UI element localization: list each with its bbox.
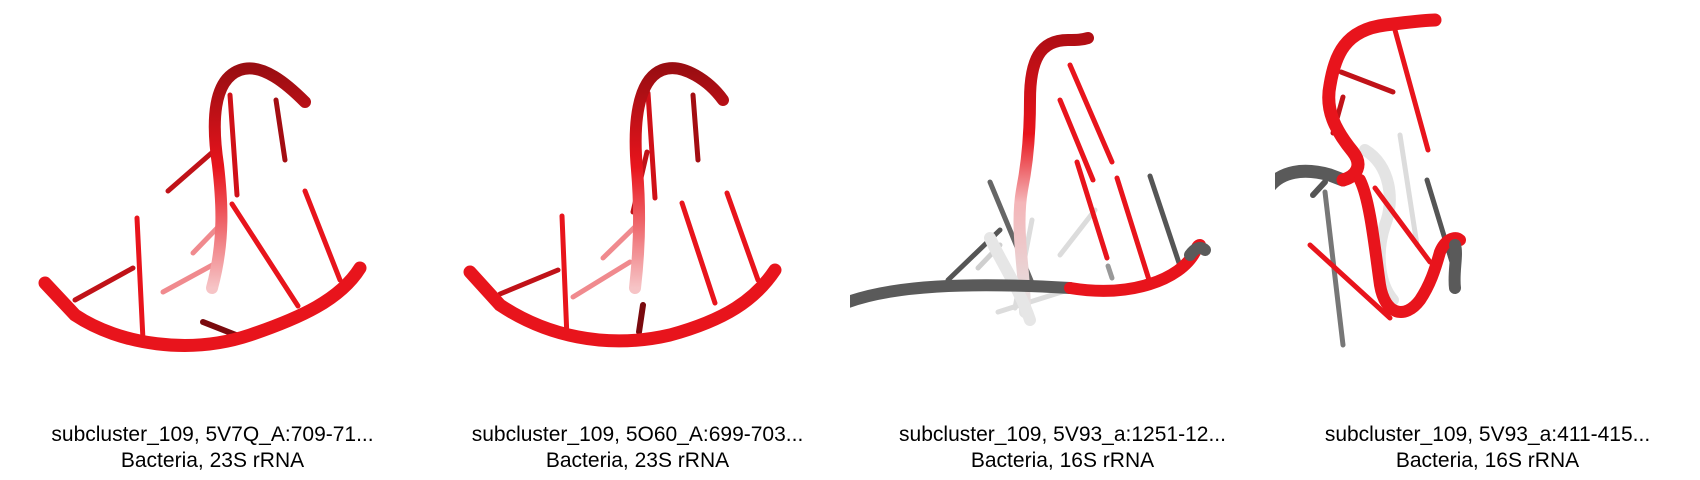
panel-1-title: subcluster_109, 5V7Q_A:709-71... <box>51 423 374 446</box>
panel-3-subtitle: Bacteria, 16S rRNA <box>970 449 1155 472</box>
structure-panel-4: subcluster_109, 5V93_a:411-415... Bacter… <box>1275 0 1700 480</box>
panel-4-title: subcluster_109, 5V93_a:411-415... <box>1324 423 1651 446</box>
structure-panel-3: subcluster_109, 5V93_a:1251-12... Bacter… <box>850 0 1275 480</box>
rna-structure-image-4 <box>1275 13 1466 348</box>
structure-panel-1: subcluster_109, 5V7Q_A:709-71... Bacteri… <box>0 0 425 480</box>
panel-2-title: subcluster_109, 5O60_A:699-703... <box>471 423 804 446</box>
panel-3-title: subcluster_109, 5V93_a:1251-12... <box>899 423 1226 446</box>
panel-1-subtitle: Bacteria, 23S rRNA <box>120 449 305 472</box>
panel-4-subtitle: Bacteria, 16S rRNA <box>1395 449 1580 472</box>
rna-structure-image-2 <box>463 62 782 348</box>
panel-2-subtitle: Bacteria, 23S rRNA <box>545 449 730 472</box>
rna-structure-image-3 <box>850 32 1211 326</box>
structure-panel-2: subcluster_109, 5O60_A:699-703... Bacter… <box>425 0 850 480</box>
rna-structure-image-1 <box>38 62 367 352</box>
